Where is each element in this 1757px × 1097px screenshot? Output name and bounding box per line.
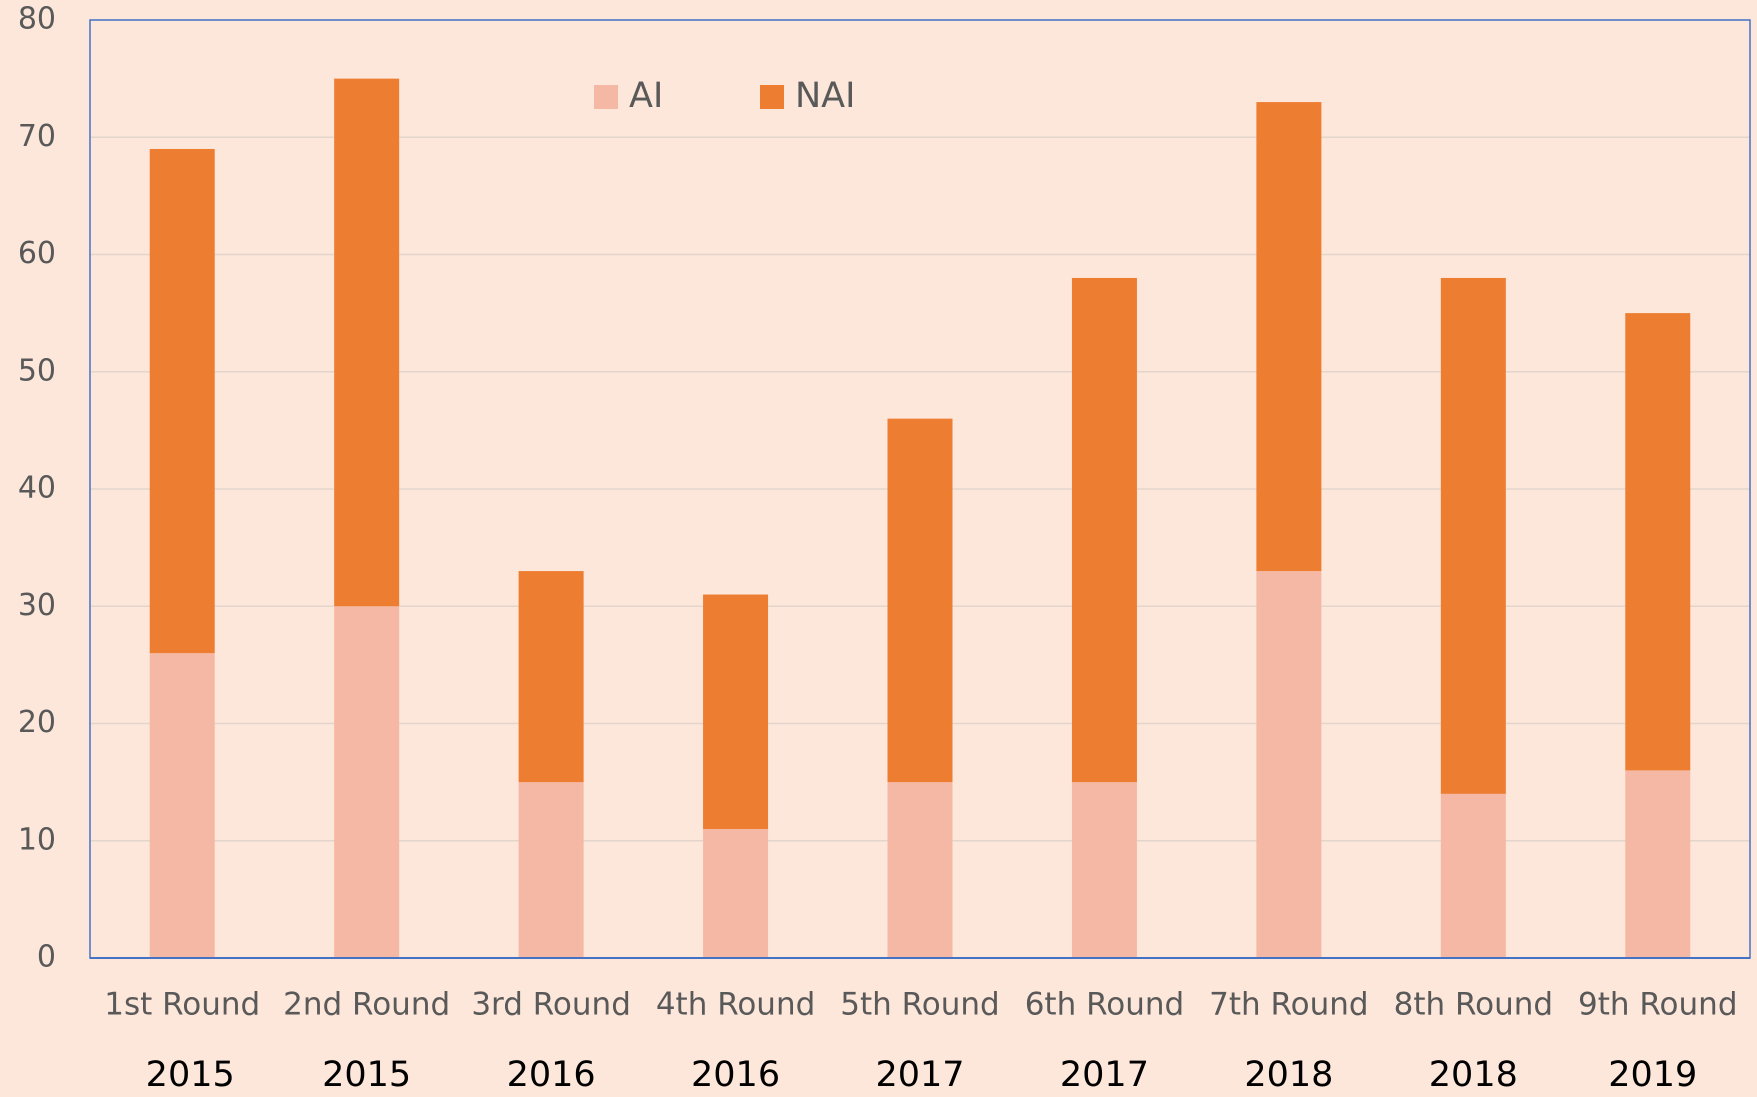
bar-segment (1256, 102, 1322, 572)
x-tick-label: 7th Round (1209, 987, 1368, 1023)
bar-segment (887, 418, 953, 783)
x-year-label: 2015 (322, 1055, 411, 1095)
bar-segment (149, 653, 215, 958)
y-tick-label: 20 (18, 705, 56, 740)
x-tick-label: 1st Round (104, 987, 260, 1023)
bar-segment (149, 148, 215, 654)
x-tick-label: 6th Round (1025, 987, 1184, 1023)
y-tick-label: 30 (18, 588, 56, 623)
legend-label: NAI (795, 76, 855, 116)
bar-segment (334, 78, 400, 607)
bar-segment (703, 594, 769, 830)
bar-segment (1071, 782, 1137, 958)
x-tick-label: 5th Round (840, 987, 999, 1023)
x-year-label: 2016 (507, 1055, 596, 1095)
x-year-label: 2019 (1608, 1055, 1697, 1095)
y-tick-label: 60 (18, 236, 56, 271)
x-tick-label: 4th Round (656, 987, 815, 1023)
y-tick-label: 70 (18, 119, 56, 154)
bar-segment (703, 829, 769, 958)
bar-segment (1625, 770, 1691, 958)
y-tick-label: 0 (37, 940, 56, 975)
legend-swatch (594, 85, 618, 109)
x-year-label: 2016 (691, 1055, 780, 1095)
x-tick-label: 3rd Round (471, 987, 631, 1023)
bar-segment (518, 571, 584, 783)
bar-segment (1440, 277, 1506, 794)
bar-segment (1625, 313, 1691, 771)
bar-segment (1440, 793, 1506, 958)
y-tick-label: 40 (18, 471, 56, 506)
bar-segment (1256, 571, 1322, 958)
bar-segment (334, 606, 400, 958)
y-tick-label: 10 (18, 822, 56, 857)
bar-segment (887, 782, 953, 958)
y-tick-label: 50 (18, 353, 56, 388)
x-tick-label: 9th Round (1578, 987, 1737, 1023)
legend-label: AI (629, 76, 663, 116)
x-year-label: 2018 (1244, 1055, 1333, 1095)
x-tick-label: 8th Round (1394, 987, 1553, 1023)
y-tick-label: 80 (18, 2, 56, 37)
x-tick-label: 2nd Round (283, 987, 450, 1023)
bar-segment (518, 782, 584, 958)
legend-swatch (760, 85, 784, 109)
x-year-label: 2017 (875, 1055, 964, 1095)
x-year-label: 2015 (146, 1055, 235, 1095)
x-year-label: 2017 (1060, 1055, 1149, 1095)
bar-segment (1071, 277, 1137, 783)
x-year-label: 2018 (1429, 1055, 1518, 1095)
